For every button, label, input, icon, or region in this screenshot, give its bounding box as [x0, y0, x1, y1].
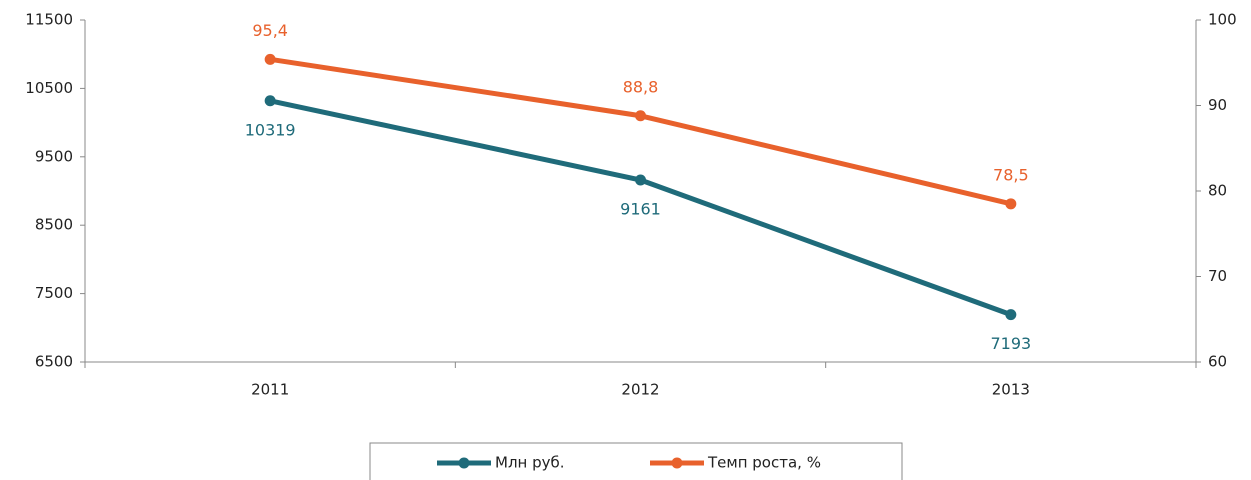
x-tick-label: 2012 [621, 381, 659, 399]
legend-label: Темп роста, % [707, 454, 821, 472]
data-point [635, 174, 646, 186]
y-tick-label: 10500 [25, 79, 73, 97]
y-tick-label: 7500 [35, 284, 73, 302]
data-point [635, 110, 646, 122]
data-label: 88,8 [623, 77, 659, 96]
data-point [1005, 309, 1017, 321]
x-tick-label: 2011 [251, 381, 289, 399]
legend-marker [671, 457, 683, 469]
y2-tick-label: 80 [1208, 182, 1227, 200]
data-label: 10319 [245, 120, 296, 139]
y-tick-label: 6500 [35, 353, 73, 371]
y-tick-label: 8500 [35, 216, 73, 234]
data-label: 9161 [620, 199, 661, 218]
data-point [1005, 198, 1017, 210]
y2-tick-label: 70 [1208, 267, 1227, 285]
data-point [264, 95, 276, 107]
y2-tick-label: 100 [1208, 11, 1237, 29]
data-point [264, 53, 276, 65]
y2-tick-label: 60 [1208, 353, 1227, 371]
legend-box [369, 442, 903, 480]
data-label: 7193 [990, 334, 1031, 353]
legend-marker [458, 457, 470, 469]
data-label: 95,4 [252, 21, 288, 40]
legend-label: Млн руб. [495, 454, 565, 472]
y2-tick-label: 90 [1208, 96, 1227, 114]
y-tick-label: 11500 [25, 11, 73, 29]
data-label: 78,5 [993, 165, 1029, 184]
x-tick-label: 2013 [992, 381, 1030, 399]
y-tick-label: 9500 [35, 147, 73, 165]
